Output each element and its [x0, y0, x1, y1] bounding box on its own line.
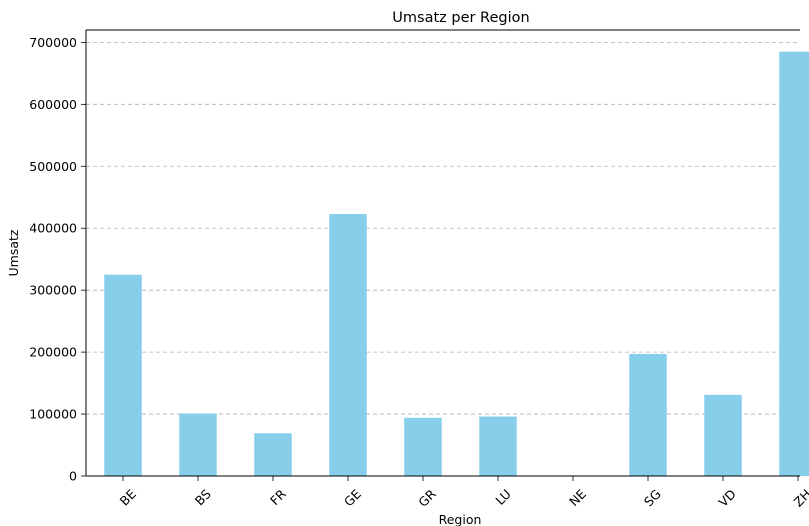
- x-ticks: BE BS FR GE GR LU NE SG VD ZH: [117, 476, 809, 510]
- y-tick-label: 400000: [29, 221, 77, 236]
- axes: [85, 29, 800, 477]
- x-tick-label: VD: [715, 486, 738, 509]
- x-tick-label: BE: [117, 486, 139, 508]
- chart-title: Umsatz per Region: [392, 10, 529, 26]
- y-tick-label: 100000: [29, 407, 77, 422]
- y-tick-label: 600000: [29, 97, 77, 112]
- x-tick-label: BS: [192, 486, 214, 508]
- bar: [779, 51, 809, 477]
- bar: [404, 417, 442, 476]
- x-tick-label: SG: [641, 486, 664, 509]
- bar: [179, 413, 217, 476]
- y-tick-label: 300000: [29, 283, 77, 298]
- y-ticks: 0 100000 200000 300000 400000 500000 600000 700…: [29, 35, 86, 484]
- x-tick-label: ZH: [791, 486, 809, 509]
- bar: [329, 213, 367, 476]
- x-tick-label: FR: [267, 486, 289, 508]
- x-tick-label: LU: [492, 486, 514, 508]
- y-tick-label: 200000: [29, 345, 77, 360]
- bar: [479, 416, 517, 476]
- y-tick-label: 700000: [29, 35, 77, 50]
- bars: [104, 51, 809, 477]
- bar: [629, 353, 667, 476]
- y-axis-label: Umsatz: [6, 229, 21, 276]
- x-tick-label: GR: [415, 486, 439, 510]
- y-tick-label: 500000: [29, 159, 77, 174]
- gridlines: [86, 41, 800, 477]
- y-tick-label: 0: [69, 469, 77, 484]
- x-tick-label: NE: [566, 486, 589, 509]
- bar: [254, 433, 292, 476]
- bar: [704, 394, 742, 476]
- x-tick-label: GE: [341, 486, 364, 509]
- x-axis-label: Region: [439, 512, 482, 526]
- bar: [104, 274, 142, 476]
